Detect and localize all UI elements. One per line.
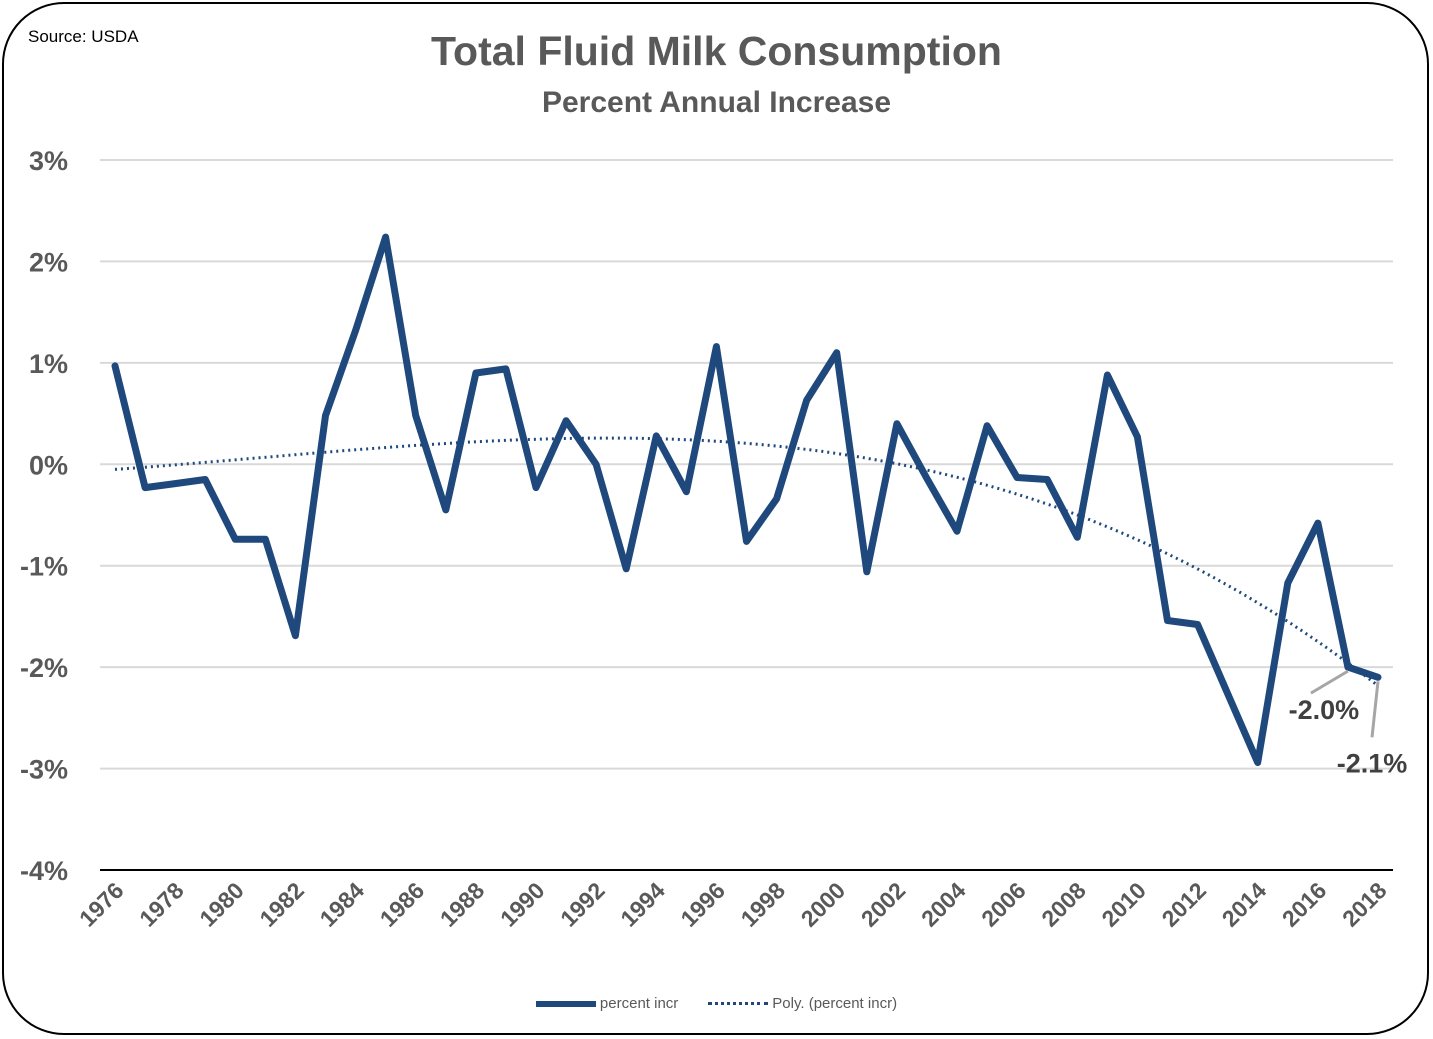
y-tick-label: 3% bbox=[29, 146, 68, 176]
y-tick-label: 2% bbox=[29, 247, 68, 277]
series-line-percent-incr bbox=[111, 233, 1382, 766]
x-tick-label: 1976 bbox=[74, 877, 129, 932]
x-tick-label: 2014 bbox=[1217, 877, 1272, 932]
x-tick-label: 2018 bbox=[1337, 877, 1392, 932]
legend-item-series: percent incr bbox=[535, 995, 679, 1012]
x-tick-label: 1994 bbox=[615, 877, 670, 932]
x-tick-label: 2004 bbox=[916, 877, 971, 932]
annotation-leader bbox=[1370, 681, 1380, 738]
y-tick-label: -4% bbox=[20, 856, 68, 886]
y-tick-label: 1% bbox=[29, 349, 68, 379]
annotation-leader bbox=[1310, 669, 1349, 695]
x-tick-label: 2012 bbox=[1157, 877, 1212, 932]
chart-subtitle: Percent Annual Increase bbox=[541, 86, 892, 119]
x-tick-label: 1982 bbox=[254, 877, 309, 932]
legend-label: percent incr bbox=[599, 995, 679, 1012]
data-label: -2.0% bbox=[1289, 695, 1360, 725]
y-tick-label: -2% bbox=[20, 653, 68, 683]
data-label: -2.1% bbox=[1337, 748, 1408, 778]
y-tick-label: -3% bbox=[20, 755, 68, 785]
legend-swatch-solid bbox=[535, 1000, 596, 1007]
legend-label: Poly. (percent incr) bbox=[772, 995, 898, 1012]
x-tick-label: 2016 bbox=[1277, 877, 1332, 932]
x-tick-label: 1986 bbox=[375, 877, 430, 932]
x-tick-label: 1978 bbox=[134, 877, 189, 932]
x-tick-label: 2008 bbox=[1036, 877, 1091, 932]
legend-swatch-dotted bbox=[708, 1002, 769, 1005]
chart-title: Total Fluid Milk Consumption bbox=[431, 28, 1002, 74]
x-tick-label: 1996 bbox=[675, 877, 730, 932]
x-tick-label: 2002 bbox=[856, 877, 911, 932]
y-tick-label: -1% bbox=[20, 552, 68, 582]
x-tick-label: 1988 bbox=[435, 877, 490, 932]
x-tick-label: 2010 bbox=[1096, 877, 1151, 932]
y-tick-label: 0% bbox=[29, 450, 68, 480]
x-tick-label: 2000 bbox=[796, 877, 851, 932]
x-tick-label: 1984 bbox=[315, 877, 370, 932]
x-tick-label: 1992 bbox=[555, 877, 610, 932]
trendline bbox=[114, 436, 1379, 687]
legend: percent incr Poly. (percent incr) bbox=[0, 995, 1433, 1012]
legend-item-trend: Poly. (percent incr) bbox=[708, 995, 897, 1012]
x-tick-label: 1980 bbox=[194, 877, 249, 932]
source-note: Source: USDA bbox=[28, 27, 139, 46]
x-tick-label: 1990 bbox=[495, 877, 550, 932]
x-tick-label: 2006 bbox=[976, 877, 1031, 932]
x-tick-label: 1998 bbox=[736, 877, 791, 932]
